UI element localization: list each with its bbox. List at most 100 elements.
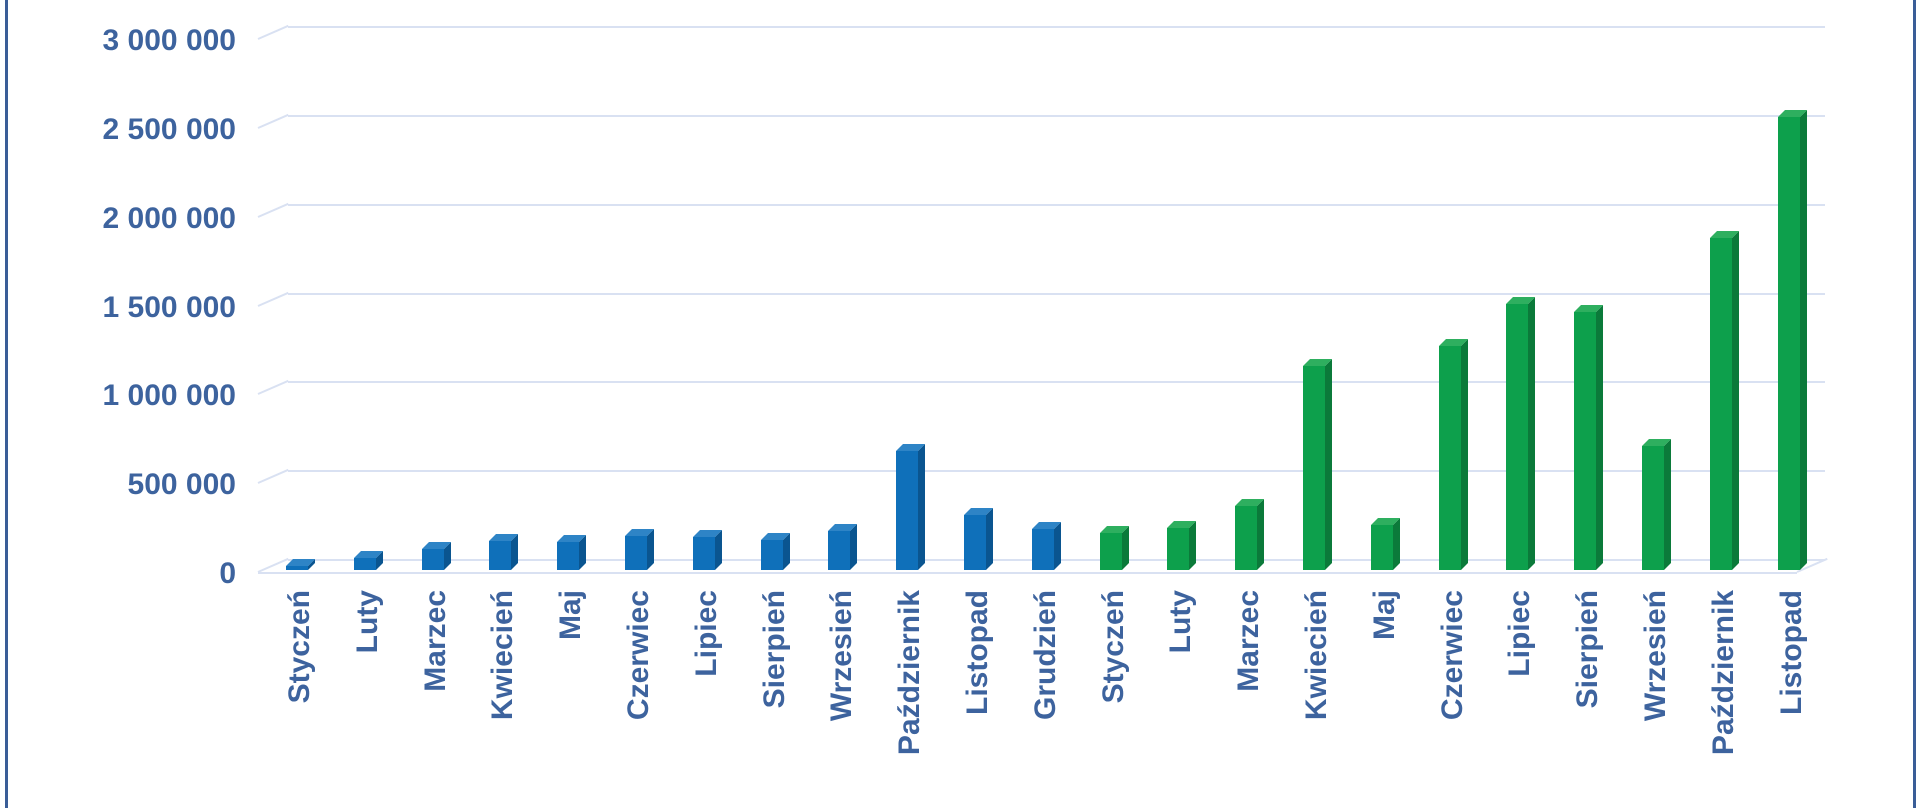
x-axis-label: Kwiecień	[486, 588, 519, 720]
bar	[1303, 358, 1332, 570]
bar-front-face	[1642, 445, 1664, 570]
x-axis-label-text: Wrzesień	[825, 590, 859, 722]
bar-front-face	[964, 514, 986, 570]
bar	[692, 530, 722, 570]
bar-side-face	[1325, 358, 1332, 570]
bar-front-face	[828, 530, 851, 570]
x-axis-label: Marzec	[1232, 588, 1265, 692]
bar-side-face	[1460, 339, 1468, 570]
bar	[1506, 296, 1536, 570]
bar-side-face	[986, 507, 993, 570]
bar	[760, 532, 790, 570]
bar	[286, 558, 315, 570]
bar-side-face	[1392, 517, 1400, 570]
bar-front-face	[1031, 529, 1054, 570]
x-axis-label: Wrzesień	[1639, 588, 1672, 721]
bar	[489, 533, 519, 570]
frame-border-right	[1913, 0, 1916, 808]
bar	[421, 541, 451, 570]
bar-front-face	[1099, 532, 1122, 570]
x-axis-label-text: Czerwiec	[1435, 590, 1469, 721]
bar-front-face	[625, 536, 647, 570]
x-axis-label-text: Styczeń	[1096, 590, 1130, 704]
x-axis-label: Maj	[554, 588, 587, 640]
bar-side-face	[1053, 522, 1061, 570]
gridline-hook	[257, 557, 289, 573]
gridline	[288, 381, 1825, 384]
bar	[896, 444, 926, 570]
x-axis-label: Październik	[893, 588, 926, 755]
x-axis-label-text: Październik	[893, 590, 927, 756]
gridline-hook	[257, 291, 289, 307]
x-axis-label-text: Kwiecień	[486, 590, 520, 721]
x-axis-label-text: Wrzesień	[1639, 590, 1672, 722]
bar-front-face	[1303, 365, 1325, 570]
bar-side-face	[850, 523, 858, 570]
x-axis-label: Listopad	[961, 588, 994, 715]
bar-front-face	[489, 540, 512, 570]
bar	[1438, 339, 1468, 570]
bar-front-face	[353, 557, 376, 570]
x-axis-label-text: Luty	[350, 590, 384, 654]
x-axis-label-text: Maj	[554, 590, 588, 641]
floor-front-line	[258, 572, 1797, 574]
bar-side-face	[1189, 521, 1197, 570]
x-axis-label-text: Listopad	[1774, 590, 1808, 715]
bar-side-face	[647, 529, 654, 570]
x-axis-label: Styczeń	[283, 588, 316, 703]
bar-front-face	[557, 541, 580, 570]
x-axis-label-text: Lipiec	[1503, 590, 1537, 677]
y-axis-tick-label: 500 000	[127, 468, 236, 502]
bar-side-face	[918, 444, 926, 570]
x-axis-label: Sierpień	[1571, 588, 1604, 708]
x-axis-label-text: Lipiec	[689, 590, 723, 677]
x-axis-label: Listopad	[1775, 588, 1808, 715]
x-axis-label: Luty	[1164, 588, 1197, 653]
x-axis-label-text: Maj	[1367, 590, 1401, 641]
y-axis-tick-label: 2 500 000	[102, 113, 236, 146]
gridline-hook	[257, 25, 289, 41]
x-axis-label: Grudzień	[1029, 588, 1062, 720]
x-axis-label-text: Styczeń	[283, 590, 316, 704]
bar-front-face	[692, 537, 715, 570]
x-axis-label: Marzec	[419, 588, 452, 692]
bar-front-face	[760, 539, 783, 570]
x-axis-label-text: Grudzień	[1028, 590, 1062, 721]
frame-border-left	[5, 0, 8, 808]
x-axis-label-text: Czerwiec	[622, 590, 655, 721]
bar-side-face	[1528, 296, 1536, 570]
gridline-hook	[257, 113, 289, 129]
gridline	[288, 115, 1825, 117]
bar	[1642, 438, 1671, 570]
y-axis-tick-label: 3 000 000	[102, 24, 236, 58]
gridline	[288, 26, 1825, 29]
bar	[353, 550, 383, 570]
bar	[557, 534, 587, 570]
bar-front-face	[896, 451, 919, 570]
y-axis-tick-label: 1 500 000	[102, 290, 236, 324]
bar	[1099, 525, 1129, 570]
bar-front-face	[1574, 312, 1597, 570]
bar	[1167, 521, 1197, 570]
gridline-hook	[257, 469, 289, 485]
bar	[828, 523, 858, 570]
x-axis-label: Czerwiec	[622, 588, 655, 720]
x-axis-label-text: Listopad	[961, 590, 994, 715]
x-axis-label-text: Luty	[1164, 590, 1198, 654]
x-axis-label: Kwiecień	[1300, 588, 1333, 720]
x-axis-label-text: Sierpień	[757, 590, 791, 709]
gridline-hook	[257, 202, 289, 218]
bar	[1235, 499, 1265, 570]
bar-side-face	[1664, 438, 1671, 570]
x-axis-label: Maj	[1368, 588, 1401, 640]
x-axis-label: Styczeń	[1097, 588, 1130, 703]
bar-side-face	[1731, 230, 1739, 570]
bar-front-face	[1438, 346, 1461, 570]
bar-side-face	[1257, 499, 1265, 570]
x-axis-label: Wrzesień	[825, 588, 858, 721]
x-axis-label: Lipiec	[690, 588, 723, 677]
bar-front-face	[1370, 524, 1393, 570]
bar	[1709, 230, 1739, 570]
x-axis-label: Lipiec	[1503, 588, 1536, 677]
